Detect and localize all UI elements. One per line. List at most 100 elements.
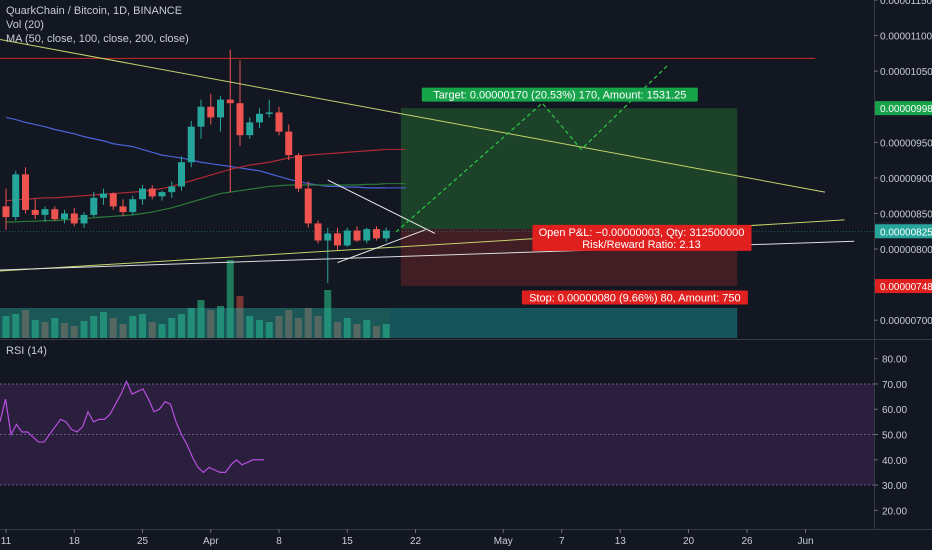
trendline[interactable] [0, 37, 826, 193]
volume-bar [70, 326, 78, 338]
candle-body[interactable] [236, 103, 244, 136]
volume-bar [207, 310, 215, 338]
volume-ma-area [0, 308, 391, 338]
trendline[interactable] [327, 179, 436, 234]
rsi-line[interactable] [0, 379, 264, 474]
candle-body[interactable] [382, 230, 390, 239]
candle-body[interactable] [129, 199, 137, 213]
volume-bar [80, 321, 88, 338]
candle-body[interactable] [343, 230, 351, 246]
volume-bar [304, 308, 312, 338]
candle-body[interactable] [12, 174, 20, 218]
ma-legend: MA (50, close, 100, close, 200, close) [6, 33, 189, 45]
stop-label-text: Stop: 0.00000080 (9.66%) 80, Amount: 750 [529, 292, 741, 304]
candle-body[interactable] [109, 193, 117, 207]
target-label: Target: 0.00000170 (20.53%) 170, Amount:… [421, 87, 698, 102]
volume-bar [168, 318, 176, 338]
candle-body[interactable] [178, 162, 185, 187]
target-zone[interactable] [400, 108, 738, 230]
candle-body[interactable] [324, 233, 332, 241]
time-axis[interactable]: 11 18 25 Apr 8 15 22 May 7 13 20 26 Jun [1, 529, 814, 547]
candle-body[interactable] [373, 229, 380, 239]
volume-bar [295, 318, 302, 338]
target-price-tag-text: 0.00000998 [880, 104, 932, 115]
price-tick-label: 0.00001150 [880, 0, 932, 7]
candle-body[interactable] [70, 213, 78, 224]
pnl-label-bg [532, 224, 752, 251]
candle-body[interactable] [31, 209, 39, 215]
rsi-tick-label: 20.00 [882, 506, 907, 517]
stop-label: Stop: 0.00000080 (9.66%) 80, Amount: 750 [521, 290, 748, 305]
candle-body[interactable] [207, 106, 215, 118]
rsi-tick-label: 50.00 [882, 431, 907, 442]
rsi-legend: RSI (14) [6, 344, 47, 358]
volume-bar [256, 320, 263, 338]
candle-body[interactable] [363, 229, 371, 241]
candle-body[interactable] [314, 223, 322, 241]
volume-bar [382, 324, 390, 338]
rsi-title: RSI (14) [6, 345, 47, 357]
candle-body[interactable] [334, 233, 341, 246]
rsi-tick-label: 30.00 [882, 481, 907, 492]
volume-bar [334, 322, 341, 338]
candle-body[interactable] [246, 122, 254, 136]
candle-body[interactable] [100, 193, 107, 198]
candle-body[interactable] [61, 213, 68, 220]
candle-body[interactable] [226, 99, 234, 104]
price-tick-label: 0.00000850 [880, 209, 932, 220]
price-tick-label: 0.00000700 [880, 316, 932, 327]
candle-body[interactable] [304, 188, 312, 224]
volume-bar [100, 312, 107, 338]
candle-body[interactable] [90, 197, 98, 215]
volume-bar [61, 323, 68, 338]
time-tick-label: 7 [559, 536, 565, 547]
time-tick-label: 8 [276, 536, 282, 547]
candle-body[interactable] [285, 131, 293, 156]
stop-price-tag-bg [875, 279, 932, 294]
candle-body[interactable] [265, 112, 273, 114]
projection-path[interactable] [395, 63, 670, 233]
pnl-label: Open P&L: −0.00000003, Qty: 312500000Ris… [532, 224, 752, 251]
volume-bar [12, 314, 20, 338]
price-axis[interactable]: 0.000007000.000007500.000008000.00000850… [874, 0, 932, 327]
volume-bar [373, 326, 380, 338]
volume-bar [178, 314, 185, 338]
candle-body[interactable] [256, 113, 263, 123]
volume-bar [119, 324, 127, 338]
candle-body[interactable] [119, 206, 127, 213]
ma-100-line[interactable] [5, 148, 387, 202]
target-price-tag-bg [875, 101, 932, 116]
candle-body[interactable] [148, 188, 156, 197]
price-tick-label: 0.00001100 [880, 32, 932, 43]
candle-body[interactable] [80, 214, 88, 224]
candle-body[interactable] [197, 106, 205, 127]
target-label-bg [421, 87, 698, 102]
ma-50-line[interactable] [5, 116, 387, 189]
ma-200-line[interactable] [6, 182, 387, 223]
stop-price-tag-text: 0.00000748 [880, 282, 932, 293]
time-tick-label: 20 [683, 536, 695, 547]
rsi-pane[interactable] [0, 379, 874, 486]
candle-body[interactable] [22, 174, 29, 210]
candle-body[interactable] [168, 186, 176, 193]
time-tick-label: 18 [69, 536, 81, 547]
price-legend: QuarkChain / Bitcoin, 1D, BINANCE Vol (2… [6, 4, 189, 46]
candle-body[interactable] [275, 112, 283, 132]
candle-body[interactable] [187, 126, 195, 163]
volume-bar [129, 316, 137, 338]
candle-body[interactable] [158, 192, 166, 197]
rsi-axis[interactable]: 20.00 30.00 40.00 50.00 60.00 70.00 80.00 [874, 355, 907, 518]
trendline[interactable] [337, 229, 426, 264]
candle-body[interactable] [353, 230, 361, 241]
volume-bar [246, 316, 254, 338]
candle-body[interactable] [51, 209, 59, 220]
candle-body[interactable] [139, 188, 146, 200]
candle-body[interactable] [217, 99, 224, 118]
volume-bar [51, 318, 59, 338]
candle-body[interactable] [41, 209, 49, 215]
price-tick-label: 0.00000800 [880, 245, 932, 256]
candle-body[interactable] [295, 155, 302, 189]
candle-body[interactable] [2, 206, 10, 218]
volume-bar [236, 296, 244, 338]
